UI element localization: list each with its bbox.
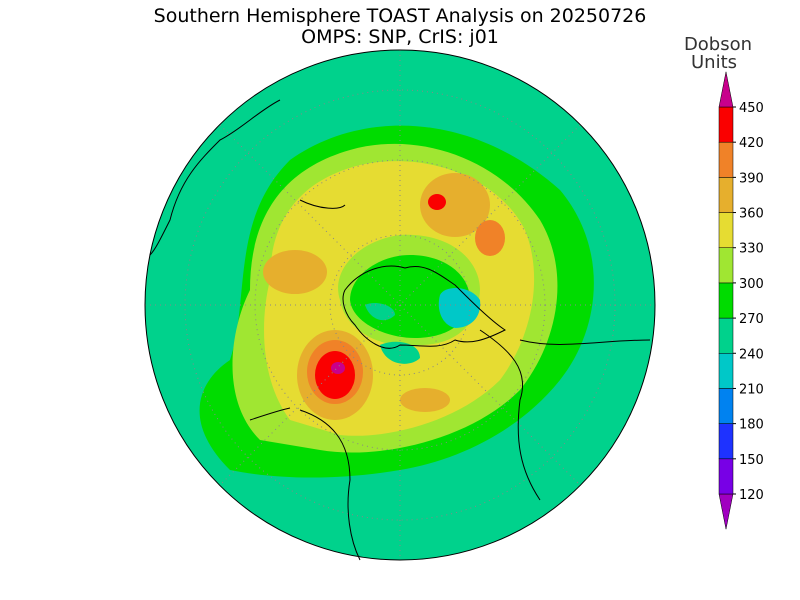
colorbar-label: Dobson	[684, 34, 752, 55]
colorbar-tick-label: 390	[739, 171, 764, 186]
colorbar-tick-label: 450	[739, 101, 764, 116]
colorbar-cell	[718, 212, 734, 248]
colorbar-cell	[718, 423, 734, 460]
coastlines	[149, 99, 651, 561]
graticule	[145, 50, 655, 560]
colorbar-cell	[718, 458, 734, 495]
colorbar-cell	[718, 317, 734, 354]
colorbar-tick-label: 420	[739, 136, 764, 151]
colorbar-cell	[718, 388, 734, 424]
colorbar-cell	[718, 71, 734, 108]
colorbar-cell	[718, 247, 734, 284]
title: Southern Hemisphere TOAST Analysis on 20…	[154, 5, 647, 27]
colorbar-cell	[718, 106, 734, 143]
colorbar-tick-label: 120	[739, 488, 764, 503]
colorbar-tick-label: 180	[739, 418, 764, 433]
colorbar-tick-label: 210	[739, 382, 764, 397]
ozone-map	[145, 50, 655, 560]
colorbar-cell	[718, 177, 734, 213]
colorbar-cell	[718, 353, 734, 389]
colorbar-tick-label: 360	[739, 207, 764, 222]
colorbar-tick-label: 270	[739, 312, 764, 327]
colorbar-label: Units	[691, 52, 737, 73]
colorbar-tick-label: 150	[739, 453, 764, 468]
subtitle: OMPS: SNP, CrIS: j01	[301, 26, 499, 48]
colorbar-cell	[718, 141, 734, 178]
colorbar-cell	[718, 282, 734, 319]
colorbar-cell	[718, 493, 734, 530]
map-border	[144, 49, 656, 561]
colorbar-tick-label: 330	[739, 242, 764, 257]
colorbar-tick-label: 240	[739, 347, 764, 362]
colorbar-tick-label: 300	[739, 277, 764, 292]
